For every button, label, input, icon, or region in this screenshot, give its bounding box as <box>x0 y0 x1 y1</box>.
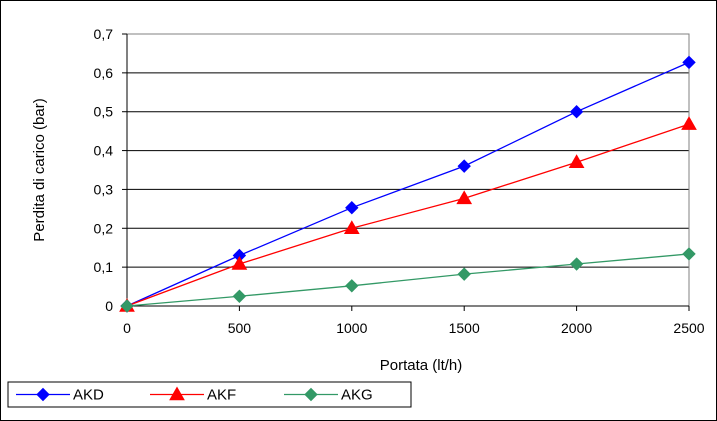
data-point-akf <box>231 256 248 270</box>
data-point-akg <box>682 247 696 261</box>
x-tick-label: 500 <box>228 320 252 336</box>
y-tick-label: 0,1 <box>94 259 114 275</box>
y-tick-label: 0 <box>105 298 113 314</box>
x-tick-label: 1000 <box>336 320 367 336</box>
legend-marker-akg <box>304 387 318 402</box>
legend-marker-akf <box>169 386 185 401</box>
series-line-akg <box>126 253 690 307</box>
legend-box <box>7 381 412 408</box>
data-point-akd <box>457 159 471 173</box>
y-tick-label: 0,7 <box>94 26 114 42</box>
data-point-akf <box>456 190 473 205</box>
x-axis-title: Portata (lt/h) <box>380 357 463 374</box>
data-point-akd <box>569 105 584 119</box>
legend-label-akd: AKD <box>73 387 104 404</box>
data-point-akg <box>345 279 359 293</box>
y-tick-label: 0,6 <box>94 65 114 81</box>
x-tick-label: 2500 <box>673 320 704 336</box>
legend: AKD AKF AKG <box>7 381 412 408</box>
data-point-akg <box>569 257 584 271</box>
x-tick-label: 2000 <box>561 320 592 336</box>
series-line-akd <box>126 61 690 307</box>
y-tick-label: 0,2 <box>94 220 114 236</box>
data-point-akd <box>682 55 696 70</box>
legend-marker-akd <box>36 387 50 402</box>
y-tick-label: 0,3 <box>94 181 114 197</box>
series-line-akf <box>126 123 690 307</box>
data-point-akf <box>568 154 585 168</box>
data-point-akg <box>232 289 247 303</box>
data-point-akf <box>681 116 697 130</box>
data-point-akf <box>343 220 360 235</box>
data-point-akd <box>345 200 359 215</box>
legend-label-akg: AKG <box>341 387 373 404</box>
legend-label-akf: AKF <box>207 387 236 404</box>
y-tick-label: 0,5 <box>94 104 114 120</box>
y-axis-title: Perdita di carico (bar) <box>31 98 48 241</box>
y-tick-label: 0,4 <box>94 143 114 159</box>
x-tick-label: 0 <box>123 320 131 336</box>
data-point-akg <box>120 299 134 313</box>
x-tick-label: 1500 <box>449 320 480 336</box>
data-point-akg <box>457 267 471 281</box>
